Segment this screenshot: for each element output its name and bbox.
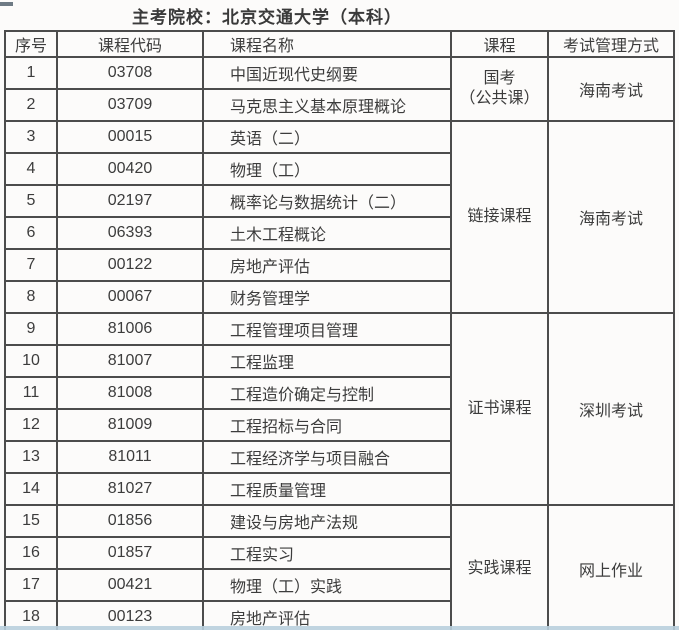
code-cell: 00123 <box>56 600 204 630</box>
col-header-code: 课程代码 <box>56 30 204 58</box>
name-cell: 工程实习 <box>202 536 452 570</box>
col-header-category: 课程 <box>450 30 549 58</box>
table-row: 16 01857 工程实习 <box>4 536 674 570</box>
table-row: 15 01856 建设与房地产法规 实践课程 网上作业 <box>4 504 675 630</box>
name-cell: 工程经济学与项目融合 <box>202 440 452 474</box>
code-cell: 00122 <box>56 248 204 282</box>
code-cell: 03708 <box>56 56 204 90</box>
code-cell: 81011 <box>56 440 204 474</box>
name-cell: 房地产评估 <box>202 248 452 282</box>
seq-cell: 2 <box>4 88 58 122</box>
course-table: 序号 课程代码 课程名称 课程 考试管理方式 1 03708 中国近现代史纲要 … <box>4 30 675 630</box>
header-row: 序号 课程代码 课程名称 课程 考试管理方式 <box>4 30 675 58</box>
seq-cell: 16 <box>4 536 58 570</box>
seq-cell: 1 <box>4 56 58 90</box>
col-header-management: 考试管理方式 <box>547 30 675 58</box>
seq-cell: 9 <box>4 312 58 346</box>
seq-cell: 5 <box>4 184 58 218</box>
scan-artifact-dash <box>0 2 13 6</box>
table-row: 14 81027 工程质量管理 <box>4 472 674 506</box>
management-cell: 海南考试 <box>547 56 675 122</box>
category-cell: 链接课程 <box>450 120 549 314</box>
page-title: 主考院校：北京交通大学（本科） <box>132 8 402 27</box>
table-row: 12 81009 工程招标与合同 <box>4 408 674 442</box>
name-cell: 概率论与数据统计（二） <box>202 184 452 218</box>
management-cell: 网上作业 <box>547 504 675 630</box>
seq-cell: 7 <box>4 248 58 282</box>
name-cell: 物理（工） <box>202 152 452 186</box>
code-cell: 06393 <box>56 216 204 250</box>
category-cell: 实践课程 <box>450 504 549 630</box>
table-row: 11 81008 工程造价确定与控制 <box>4 376 674 410</box>
seq-cell: 3 <box>4 120 58 154</box>
code-cell: 01857 <box>56 536 204 570</box>
name-cell: 土木工程概论 <box>202 216 452 250</box>
seq-cell: 6 <box>4 216 58 250</box>
seq-cell: 8 <box>4 280 58 314</box>
table-row: 1 03708 中国近现代史纲要 国考 （公共课） 海南考试 <box>4 56 675 122</box>
table-row: 4 00420 物理（工） <box>4 152 674 186</box>
name-cell: 工程造价确定与控制 <box>202 376 452 410</box>
name-cell: 房地产评估 <box>202 600 452 630</box>
code-cell: 81009 <box>56 408 204 442</box>
name-cell: 建设与房地产法规 <box>202 504 452 538</box>
table-row: 7 00122 房地产评估 <box>4 248 674 282</box>
code-cell: 03709 <box>56 88 204 122</box>
name-cell: 工程质量管理 <box>202 472 452 506</box>
table-row: 2 03709 马克思主义基本原理概论 <box>4 88 674 122</box>
code-cell: 00420 <box>56 152 204 186</box>
code-cell: 81027 <box>56 472 204 506</box>
code-cell: 01856 <box>56 504 204 538</box>
code-cell: 81007 <box>56 344 204 378</box>
col-header-seq: 序号 <box>4 30 58 58</box>
table-row: 13 81011 工程经济学与项目融合 <box>4 440 674 474</box>
col-header-name: 课程名称 <box>202 30 452 58</box>
management-cell: 海南考试 <box>547 120 675 314</box>
seq-cell: 15 <box>4 504 58 538</box>
seq-cell: 4 <box>4 152 58 186</box>
category-cell: 国考 （公共课） <box>450 56 549 122</box>
name-cell: 财务管理学 <box>202 280 452 314</box>
scan-artifact-bottom-edge <box>0 626 679 630</box>
seq-cell: 14 <box>4 472 58 506</box>
seq-cell: 13 <box>4 440 58 474</box>
name-cell: 工程管理项目管理 <box>202 312 452 346</box>
name-cell: 英语（二） <box>202 120 452 154</box>
management-cell: 深圳考试 <box>547 312 675 506</box>
table-row: 18 00123 房地产评估 <box>4 600 674 630</box>
table-row: 8 00067 财务管理学 <box>4 280 674 314</box>
name-cell: 工程监理 <box>202 344 452 378</box>
seq-cell: 12 <box>4 408 58 442</box>
name-cell: 物理（工）实践 <box>202 568 452 602</box>
table-row: 5 02197 概率论与数据统计（二） <box>4 184 674 218</box>
table-row: 9 81006 工程管理项目管理 证书课程 深圳考试 <box>4 312 675 506</box>
code-cell: 02197 <box>56 184 204 218</box>
code-cell: 00015 <box>56 120 204 154</box>
code-cell: 00067 <box>56 280 204 314</box>
name-cell: 马克思主义基本原理概论 <box>202 88 452 122</box>
name-cell: 工程招标与合同 <box>202 408 452 442</box>
table-row: 6 06393 土木工程概论 <box>4 216 674 250</box>
table-row: 10 81007 工程监理 <box>4 344 674 378</box>
category-cell: 证书课程 <box>450 312 549 506</box>
table-row: 3 00015 英语（二） 链接课程 海南考试 <box>4 120 675 314</box>
table-row: 17 00421 物理（工）实践 <box>4 568 674 602</box>
seq-cell: 17 <box>4 568 58 602</box>
seq-cell: 10 <box>4 344 58 378</box>
seq-cell: 18 <box>4 600 58 630</box>
code-cell: 81006 <box>56 312 204 346</box>
seq-cell: 11 <box>4 376 58 410</box>
code-cell: 00421 <box>56 568 204 602</box>
name-cell: 中国近现代史纲要 <box>202 56 452 90</box>
code-cell: 81008 <box>56 376 204 410</box>
